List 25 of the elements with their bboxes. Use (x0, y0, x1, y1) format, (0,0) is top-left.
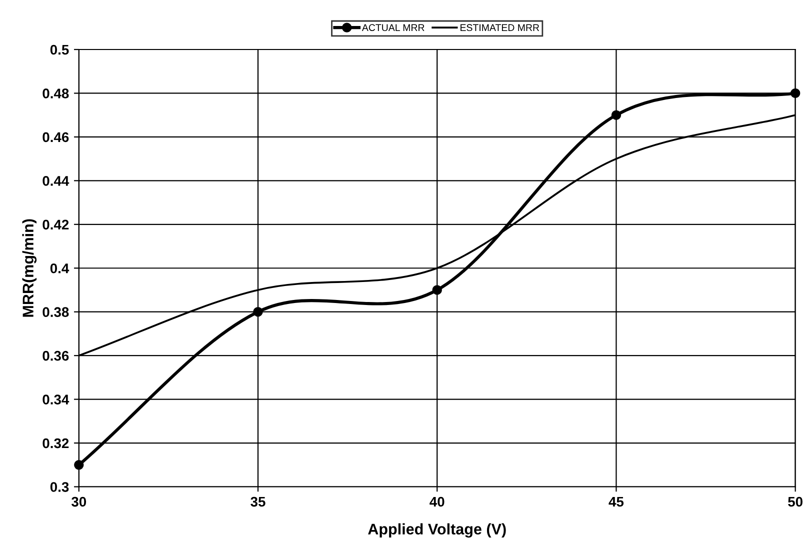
y-tick-label: 0.44 (42, 176, 70, 186)
point (74, 460, 84, 470)
y-tick-label: 0.42 (42, 220, 69, 230)
y-tick-label: 0.38 (42, 307, 69, 318)
point (253, 306, 263, 317)
y-tick-label: 0.34 (42, 394, 70, 404)
x-tick-label: 40 (430, 496, 444, 507)
y-tick-label: 0.5 (50, 44, 69, 55)
y-axis-title: MRR(mg/min) (22, 219, 37, 317)
legend-label: ACTUAL MRR (362, 24, 424, 32)
x-tick-label: 50 (788, 496, 802, 507)
y-tick-label: 0.48 (42, 88, 69, 98)
point (611, 110, 622, 120)
y-tick-label: 0.32 (42, 438, 69, 448)
legend-label: ESTIMATED MRR (460, 24, 540, 32)
y-tick-label: 0.46 (42, 132, 69, 142)
y-tick-label: 0.36 (42, 350, 69, 361)
point (790, 88, 800, 98)
x-axis-title: Applied Voltage (V) (368, 523, 506, 538)
point (432, 285, 442, 295)
x-tick-label: 30 (71, 496, 86, 507)
x-tick-label: 45 (608, 496, 624, 507)
y-tick-label: 0.3 (50, 482, 69, 492)
x-tick-label: 35 (250, 496, 266, 507)
y-tick-label: 0.4 (50, 263, 70, 274)
